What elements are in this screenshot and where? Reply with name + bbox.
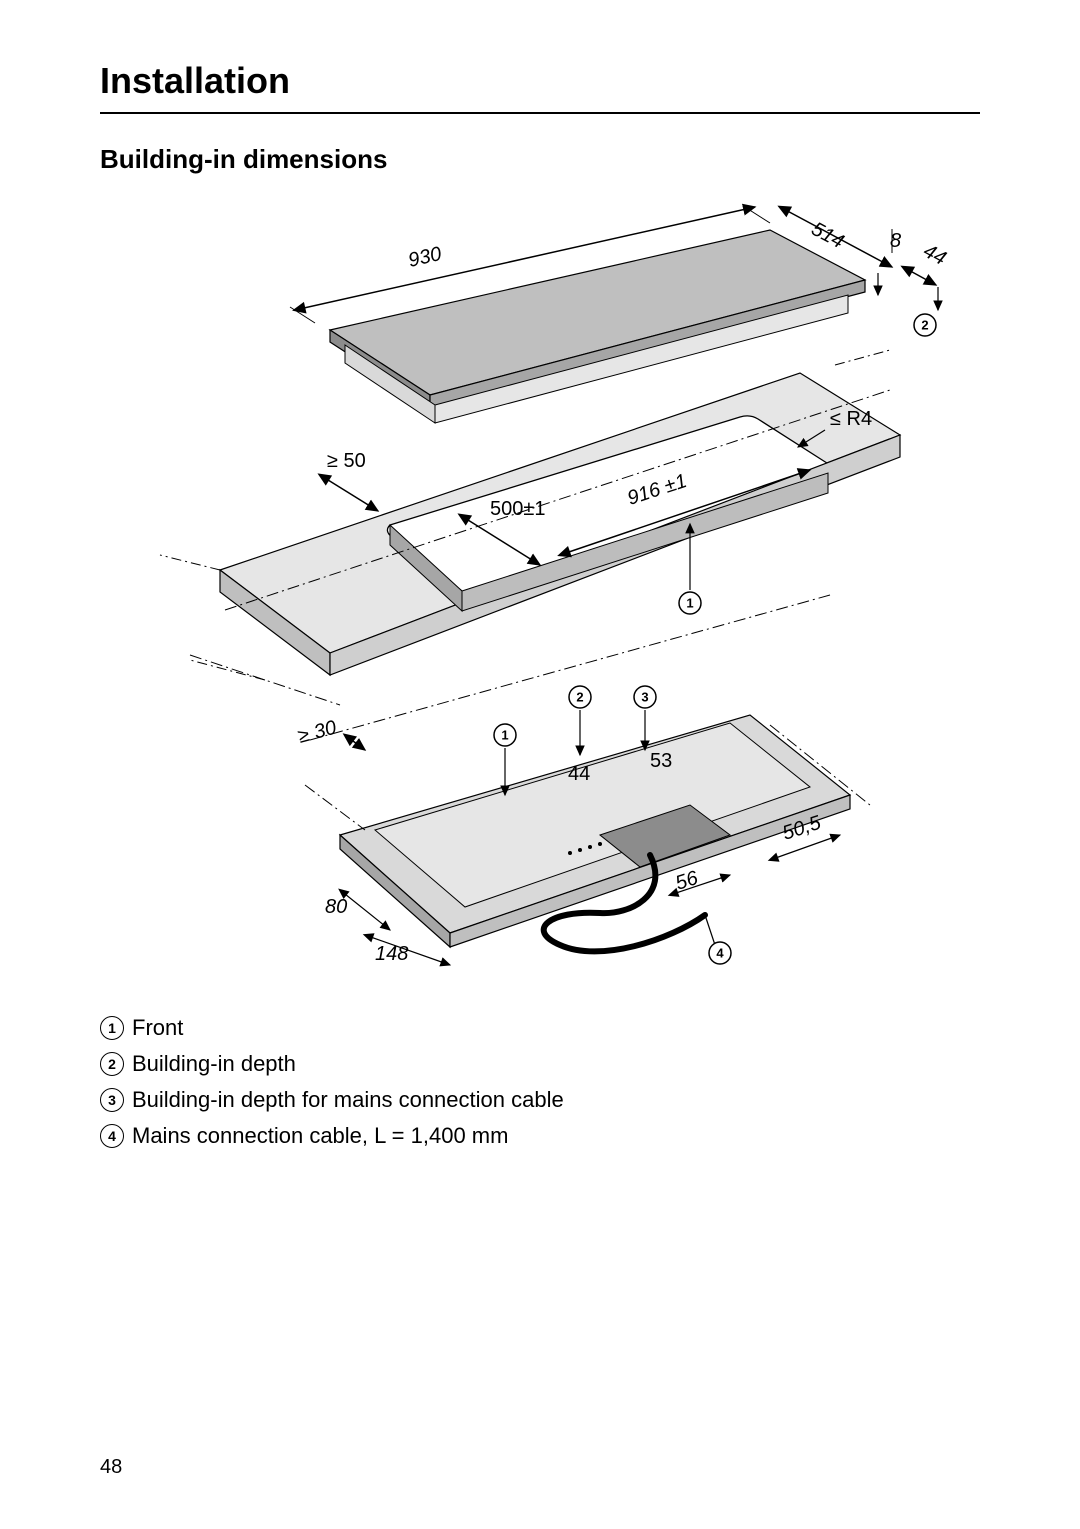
legend-num-icon: 1 [100,1016,124,1040]
svg-text:1: 1 [501,728,508,743]
dim-cutout-front: ≥ 50 [327,450,366,472]
legend-item: 1 Front [100,1015,980,1041]
legend-item: 2 Building-in depth [100,1051,980,1077]
dim-56: 56 [673,867,702,895]
dim-under-44: 44 [568,763,590,785]
callout-1-bot: 1 [494,724,516,746]
svg-text:3: 3 [641,690,648,705]
legend-text: Front [132,1015,183,1041]
svg-text:2: 2 [921,318,928,333]
callout-1-mid: 1 [679,592,701,614]
dim-top-width: 930 [406,243,443,272]
legend-text: Building-in depth [132,1051,296,1077]
legend-text: Building-in depth for mains connection c… [132,1087,564,1113]
section-subtitle: Building-in dimensions [100,144,980,175]
title-rule [100,112,980,114]
dim-under-clear: ≥ 30 [296,717,339,748]
legend-num-icon: 2 [100,1052,124,1076]
callout-2-top: 2 [914,314,936,336]
underside [340,715,850,951]
callout-2-bot: 2 [569,686,591,708]
dim-top-depth: 514 [808,218,848,253]
legend-item: 4 Mains connection cable, L = 1,400 mm [100,1123,980,1149]
svg-text:2: 2 [576,690,583,705]
legend-list: 1 Front 2 Building-in depth 3 Building-i… [100,1015,980,1149]
page-title: Installation [100,60,980,102]
dim-cutout-depth: 500±1 [490,498,545,520]
callout-4: 4 [709,942,731,964]
dim-corner-radius: ≤ R4 [830,408,872,430]
svg-text:4: 4 [716,946,724,961]
callout-3-bot: 3 [634,686,656,708]
dimensions-diagram: 930 514 8 44 2 [130,195,950,985]
legend-num-icon: 3 [100,1088,124,1112]
dim-edge-44: 44 [920,240,950,270]
dim-148: 148 [375,943,408,965]
legend-item: 3 Building-in depth for mains connection… [100,1087,980,1113]
dim-edge-8: 8 [890,230,901,252]
page-number: 48 [100,1456,122,1479]
legend-text: Mains connection cable, L = 1,400 mm [132,1123,508,1149]
dim-under-53: 53 [650,750,672,772]
dim-80: 80 [325,896,347,918]
svg-text:1: 1 [686,596,693,611]
legend-num-icon: 4 [100,1124,124,1148]
